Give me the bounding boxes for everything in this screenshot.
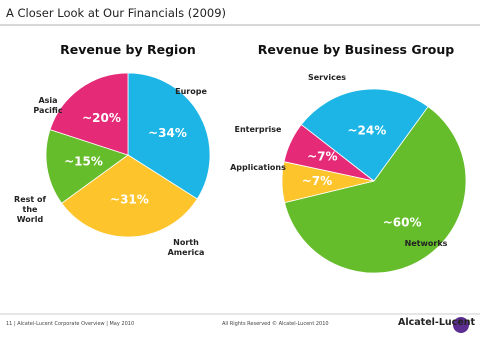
- pie-slice: [45, 129, 129, 204]
- pie-slice: [300, 88, 429, 182]
- pie-slice: [284, 106, 467, 274]
- category-label: North America: [167, 238, 205, 257]
- category-label: Services: [307, 73, 347, 82]
- category-label: Asia Pacific: [33, 96, 63, 115]
- value-label: ~7%: [307, 149, 337, 163]
- logo: Alcatel-Lucent: [398, 317, 476, 328]
- value-label: ~15%: [64, 155, 103, 169]
- slide-title: A Closer Look at Our Financials (2009): [6, 6, 227, 20]
- pie-slice: [127, 72, 211, 200]
- value-label: ~34%: [148, 126, 187, 140]
- pie-slice: [61, 154, 198, 238]
- pie-title: Revenue by Region: [60, 42, 196, 57]
- value-label: ~7%: [302, 174, 332, 188]
- category-label: Europe: [175, 87, 207, 96]
- footer-text: 11 | Alcatel-Lucent Corporate Overview |…: [6, 321, 135, 327]
- pie-slice: [49, 72, 129, 156]
- footer-text: All Rights Reserved © Alcatel-Lucent 201…: [222, 321, 329, 327]
- value-label: ~60%: [383, 216, 422, 230]
- value-label: ~31%: [110, 193, 149, 207]
- value-label: ~20%: [82, 111, 121, 125]
- category-label: Enterprise: [234, 125, 282, 134]
- value-label: ~24%: [347, 123, 386, 137]
- category-label: Rest of the World: [14, 195, 46, 224]
- pie-title: Revenue by Business Group: [257, 42, 455, 57]
- category-label: Networks: [404, 239, 448, 248]
- logo-icon: [453, 317, 469, 333]
- category-label: Applications: [230, 163, 286, 172]
